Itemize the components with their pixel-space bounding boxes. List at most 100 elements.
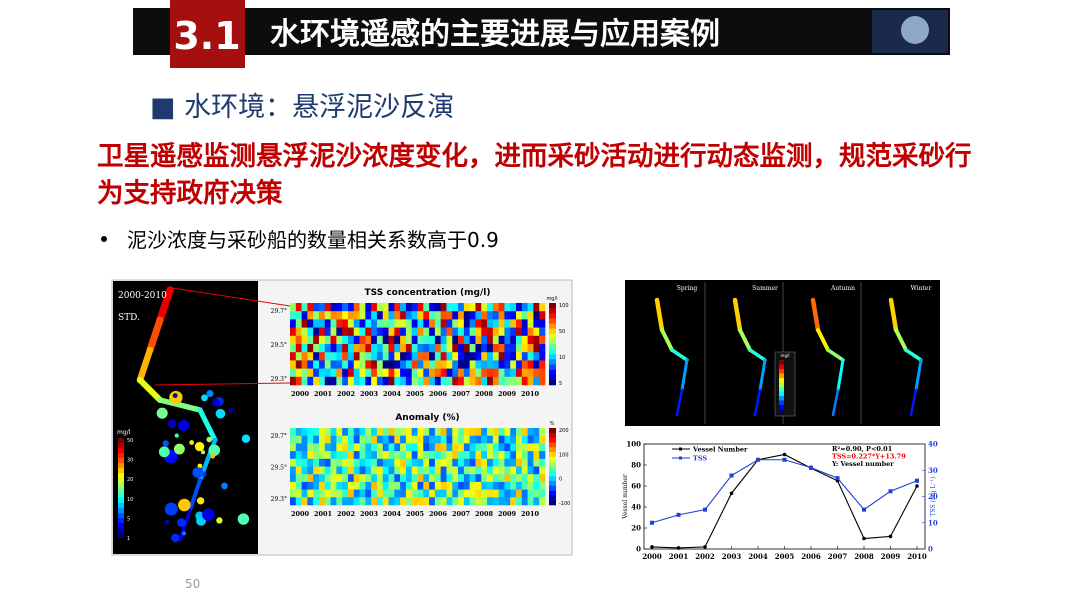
heatmap-cell [405,451,413,460]
heatmap-cell [458,428,465,436]
heatmap-cell [516,466,523,475]
heatmap-cell [347,327,355,337]
heatmap-cell [301,352,308,361]
heatmap-cell [365,481,372,490]
point [703,545,707,549]
heatmap-cell [463,335,470,345]
heatmap-cell [336,458,343,467]
heatmap-cell [359,474,366,483]
heatmap-cell [342,466,349,475]
heatmap-cell [492,489,499,498]
heatmap-cell [347,451,355,460]
heatmap-cell [353,319,360,328]
point [915,484,919,488]
heatmap-cell [365,497,372,506]
heatmap-colorbar [549,328,556,335]
heatmap-cell [429,311,436,320]
map-legend-tick: 50 [127,438,133,444]
heatmap-cell [342,311,349,320]
heatmap-cell [446,319,453,328]
heatmap-cell [313,458,320,467]
heatmap-cell [324,368,331,378]
heatmap-cell [394,458,401,467]
heatmap-cell [504,344,511,353]
heatmap-cell [371,443,378,452]
heatmap-cell [487,497,494,506]
heatmap-cell [429,327,436,337]
heatmap-cell [498,344,505,353]
heatmap-cell [533,368,540,378]
heatmap-cell [359,344,366,353]
heatmap-cell [458,311,465,320]
heatmap-cell [446,360,453,369]
annotation: R²=0.90, P<0.01 [832,445,892,453]
heatmap-cell [417,344,424,353]
heatmap-cell [475,474,482,483]
heatmap-cell [290,435,297,444]
heatmap-cell [504,497,511,506]
season-river [675,388,684,417]
heatmap-cell [481,335,488,345]
year-label: 2002 [337,390,355,398]
heatmap-cell [487,352,494,361]
year-label: 2001 [314,510,332,518]
heatmap-cell [411,443,418,452]
heatmap-cell [533,327,540,337]
heatmap-cell [434,303,441,312]
heatmap-cell [411,489,418,498]
heatmap-cell [382,428,389,436]
heatmap-cell [365,474,372,483]
heatmap-cell [539,311,546,320]
heatmap-cell [411,466,418,475]
heatmap-cell [365,489,372,498]
heatmap-cell [423,376,430,386]
heatmap-cell [458,458,465,467]
header-bar [133,8,950,55]
heatmap-cell [504,376,511,386]
heatmap-cell [405,497,413,506]
season-colorbar [779,364,784,370]
point [888,489,893,494]
heatmap-cell [388,303,395,312]
legend-marker [679,447,682,451]
heatmap-cell [347,497,355,506]
heatmap-cell [376,303,384,312]
heatmap-cell [324,497,331,506]
heatmap-cell [481,481,488,490]
heatmap-cell [336,376,343,386]
heatmap-cell [313,368,320,378]
heatmap-cell [481,311,488,320]
heatmap-cell [504,311,511,320]
heatmap-cell [481,489,488,498]
heatmap-cell [359,481,366,490]
heatmap-cell [301,481,308,490]
heatmap-cell [353,481,360,490]
heatmap-cell [359,497,366,506]
heatmap-cell [463,435,470,444]
year-label: 2004 [383,510,402,518]
heatmap-cell [365,458,372,467]
heatmap-cell [423,443,430,452]
heatmap-cell [469,481,476,490]
lake-blob [167,419,177,428]
map-colorbar [118,443,124,448]
heatmap-cell [394,327,401,337]
heatmap-cell [452,319,459,328]
heatmap-cell [469,327,476,337]
heatmap-colorbar [549,432,556,438]
lake-blob [158,446,170,458]
heatmap-cell [359,311,366,320]
heatmap-cell [394,466,401,475]
heatmap-cell [347,458,355,467]
map-colorbar [118,508,124,513]
heatmap-cell [452,335,459,345]
heatmap-cell [371,311,378,320]
heatmap-cell [504,481,511,490]
heatmap-cell [405,428,413,436]
heatmap-cell [539,497,546,506]
heatmap-cell [307,376,314,386]
heatmap-cell [382,497,389,506]
heatmap-colorbar [549,318,556,324]
heatmap-cell [353,368,360,378]
heatmap-cell [434,376,441,386]
